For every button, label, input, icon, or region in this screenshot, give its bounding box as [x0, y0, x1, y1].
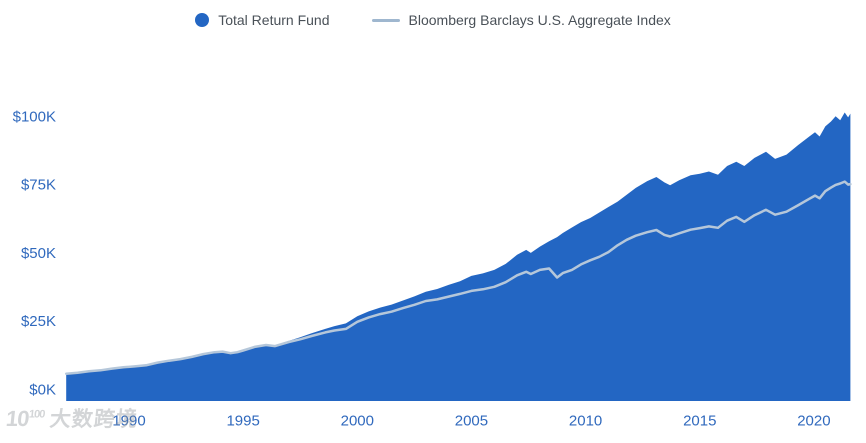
fund-area-series — [66, 112, 851, 401]
legend-item-aggregate-index[interactable]: Bloomberg Barclays U.S. Aggregate Index — [371, 12, 671, 28]
y-axis-label: $50K — [21, 245, 56, 262]
y-axis-label: $75K — [21, 177, 56, 194]
x-axis-label: 1995 — [226, 413, 259, 430]
chart-legend: Total Return Fund Bloomberg Barclays U.S… — [0, 12, 866, 28]
x-axis-label: 2020 — [797, 413, 830, 430]
legend-item-total-return-fund[interactable]: Total Return Fund — [195, 12, 330, 28]
y-axis-label: $100K — [13, 108, 56, 125]
x-axis-label: 2015 — [683, 413, 716, 430]
index-line-series — [64, 180, 852, 375]
legend-label-index: Bloomberg Barclays U.S. Aggregate Index — [408, 12, 671, 28]
x-axis-label: 2005 — [455, 413, 488, 430]
index-series-marker-icon — [371, 18, 400, 22]
x-axis-label: 1990 — [112, 413, 145, 430]
x-axis-label: 2000 — [341, 413, 374, 430]
x-axis-label: 2010 — [569, 413, 602, 430]
legend-label-fund: Total Return Fund — [218, 12, 330, 28]
fund-series-marker-icon — [195, 13, 210, 27]
y-axis-label: $25K — [21, 313, 56, 330]
y-axis-label: $0K — [29, 382, 56, 399]
